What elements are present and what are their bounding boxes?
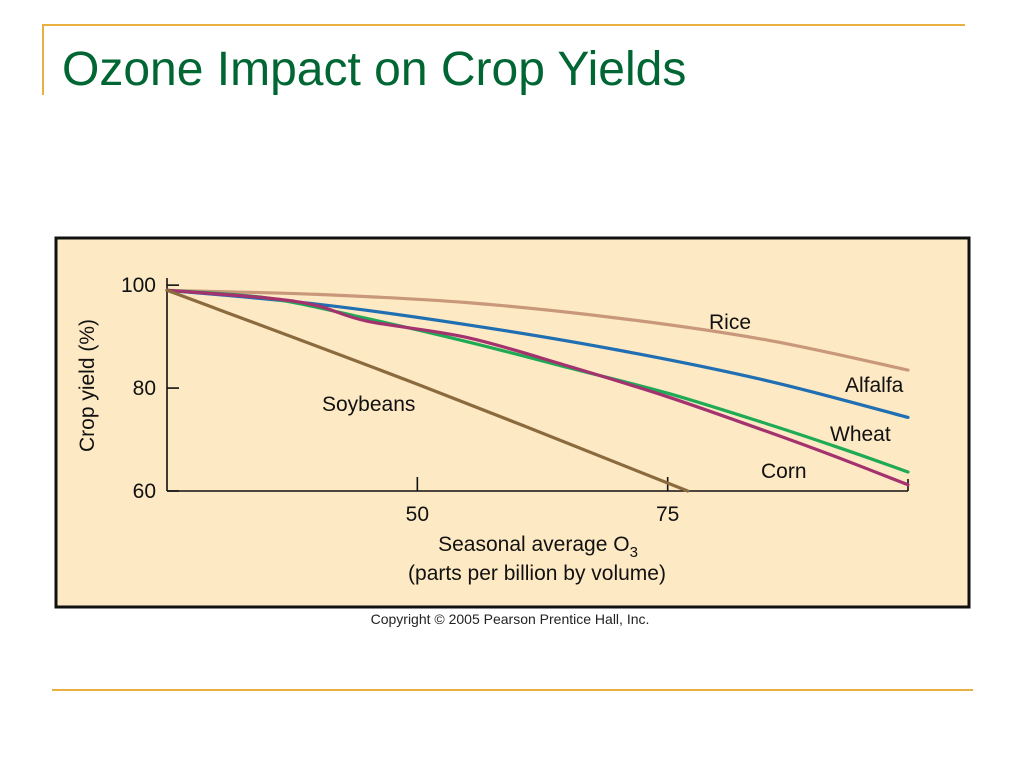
x-tick-label-75: 75 [656, 503, 679, 526]
title-side-rule [42, 24, 44, 95]
y-tick-label-80: 80 [133, 377, 156, 400]
y-tick-label-100: 100 [121, 274, 156, 297]
series-line-soybeans [165, 288, 690, 493]
series-label-alfalfa: Alfalfa [845, 374, 904, 397]
x-axis-label-line2: (parts per billion by volume) [408, 562, 666, 585]
copyright-text: Copyright © 2005 Pearson Prentice Hall, … [370, 611, 650, 627]
bottom-rule [52, 689, 973, 691]
x-axis-label-line1: Seasonal average O3 [438, 533, 638, 561]
series-line-corn [165, 288, 910, 487]
slide-title: Ozone Impact on Crop Yields [62, 43, 687, 96]
x-tick-label-50: 50 [406, 503, 429, 526]
series-label-soybeans: Soybeans [322, 393, 415, 416]
copyright-notice: Copyright © 2005 Pearson Prentice Hall, … [0, 611, 1024, 627]
series-line-rice [165, 288, 910, 372]
series-label-corn: Corn [761, 460, 807, 483]
series-label-wheat: Wheat [830, 423, 891, 446]
top-rule [42, 24, 965, 26]
y-axis-label: Crop yield (%) [76, 319, 99, 452]
series-label-rice: Rice [709, 311, 751, 334]
y-tick-label-60: 60 [133, 480, 156, 503]
